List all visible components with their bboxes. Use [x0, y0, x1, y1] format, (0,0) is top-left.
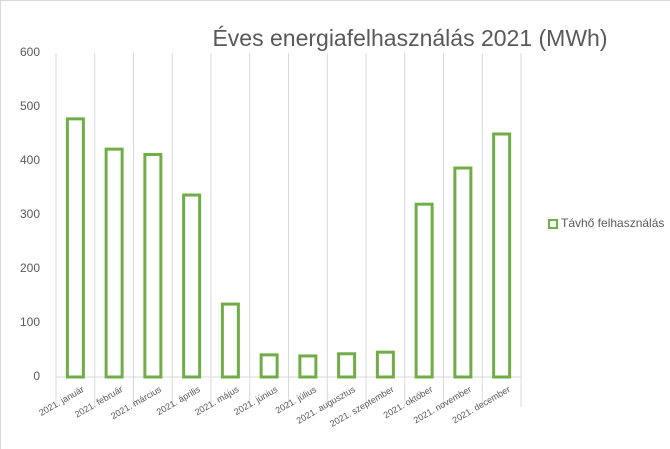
chart-title: Éves energiafelhasználás 2021 (MWh)	[212, 25, 607, 51]
y-tick-label: 500	[20, 99, 40, 113]
bar	[65, 117, 85, 379]
y-tick-label: 0	[33, 369, 40, 383]
bar	[220, 302, 240, 379]
bar	[453, 166, 473, 379]
y-tick-label: 300	[20, 207, 40, 221]
legend-swatch	[548, 219, 558, 229]
y-tick-label: 200	[20, 261, 40, 275]
bar	[298, 354, 318, 379]
legend-label: Távhő felhasználás	[561, 216, 664, 230]
y-tick-label: 600	[20, 45, 40, 59]
y-tick-label: 400	[20, 153, 40, 167]
bar	[492, 132, 512, 379]
bar	[104, 147, 124, 379]
bar	[143, 153, 163, 379]
bar	[337, 352, 357, 379]
y-tick-label: 100	[20, 315, 40, 329]
bar	[375, 350, 395, 379]
bar	[182, 193, 202, 379]
bar	[414, 202, 434, 379]
bar	[259, 353, 279, 379]
